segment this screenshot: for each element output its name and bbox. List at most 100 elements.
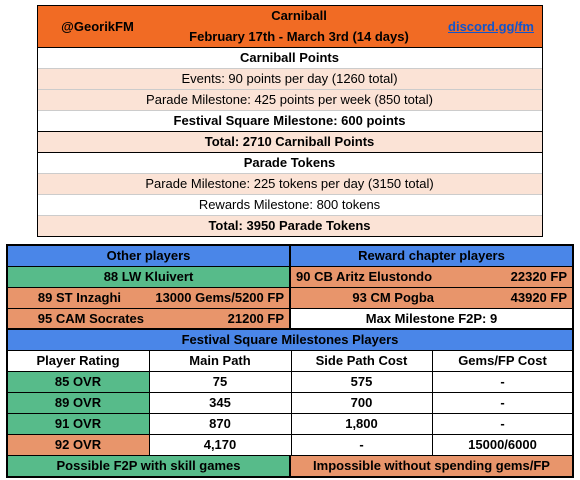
- rating-89: 89 OVR: [54, 395, 102, 410]
- tokens-header: Parade Tokens: [37, 152, 542, 173]
- event-dates-cell: February 17th - March 3rd (14 days): [158, 26, 440, 47]
- footer-f2p: Possible F2P with skill games: [7, 455, 290, 476]
- table-cell: 700: [291, 392, 432, 413]
- total-tokens-text: Total: 3950 Parade Tokens: [208, 218, 371, 233]
- border-line: [542, 5, 543, 237]
- col-header-main-path: Main Path: [149, 350, 291, 371]
- main-path-value: 345: [209, 395, 231, 410]
- border-line: [149, 350, 150, 455]
- gems-fp-value: -: [500, 395, 505, 410]
- inzaghi-name: 89 ST Inzaghi: [37, 290, 121, 305]
- border-line: [6, 328, 574, 330]
- table-row: 91 OVR: [7, 413, 149, 434]
- pogba-name-cell: 93 CM Pogba: [290, 287, 440, 308]
- rating-92: 92 OVR: [54, 437, 102, 452]
- handle-cell: @GeorikFM: [37, 5, 158, 47]
- gems-fp-value: 15000/6000: [468, 437, 537, 452]
- parade-points-text: Parade Milestone: 425 points per week (8…: [146, 92, 433, 107]
- elustondo-cost: 22320 FP: [510, 269, 567, 284]
- row-divider: [37, 215, 542, 216]
- col-header-gems-fp-text: Gems/FP Cost: [458, 353, 547, 368]
- event-title: Carniball: [271, 8, 327, 23]
- col-header-gems-fp: Gems/FP Cost: [432, 350, 573, 371]
- row-divider: [37, 89, 542, 90]
- parade-points-row: Parade Milestone: 425 points per week (8…: [37, 89, 542, 110]
- table-cell: -: [432, 392, 573, 413]
- inzaghi-name-cell: 89 ST Inzaghi: [7, 287, 127, 308]
- side-path-value: 1,800: [345, 416, 378, 431]
- border-line: [6, 244, 8, 478]
- table-cell: 15000/6000: [432, 434, 573, 455]
- other-players-header: Other players: [7, 245, 290, 266]
- rewards-tokens-row: Rewards Milestone: 800 tokens: [37, 194, 542, 215]
- max-milestone-cell: Max Milestone F2P: 9: [290, 308, 573, 329]
- border-line: [7, 434, 573, 435]
- table-row: 92 OVR: [7, 434, 149, 455]
- border-line: [432, 350, 433, 455]
- total-points-row: Total: 2710 Carniball Points: [37, 131, 542, 152]
- table-cell: 1,800: [291, 413, 432, 434]
- socrates-name-cell: 95 CAM Socrates: [7, 308, 150, 329]
- table-row: 89 OVR: [7, 392, 149, 413]
- table-cell: 575: [291, 371, 432, 392]
- table-row: 85 OVR: [7, 371, 149, 392]
- col-header-main-path-text: Main Path: [189, 353, 251, 368]
- socrates-name: 95 CAM Socrates: [37, 311, 144, 326]
- gems-fp-value: -: [500, 374, 505, 389]
- author-handle: @GeorikFM: [61, 18, 134, 34]
- border-line: [7, 413, 573, 414]
- side-path-value: -: [359, 437, 364, 452]
- main-path-value: 75: [212, 374, 228, 389]
- main-path-value: 4,170: [203, 437, 237, 452]
- elustondo-cost-cell: 22320 FP: [440, 266, 573, 287]
- table-cell: 870: [149, 413, 291, 434]
- table-cell: 4,170: [149, 434, 291, 455]
- row-divider: [37, 173, 542, 174]
- border-line: [572, 244, 574, 478]
- side-path-value: 700: [350, 395, 373, 410]
- row-divider: [37, 110, 542, 111]
- row-divider: [37, 68, 542, 69]
- events-points-text: Events: 90 points per day (1260 total): [181, 71, 398, 86]
- table-cell: -: [432, 371, 573, 392]
- rewards-tokens-text: Rewards Milestone: 800 tokens: [198, 197, 381, 212]
- festival-points-text: Festival Square Milestone: 600 points: [173, 113, 406, 128]
- border-line: [7, 371, 573, 372]
- border-line: [37, 5, 543, 6]
- discord-link[interactable]: discord.gg/fm: [448, 18, 534, 34]
- discord-cell: discord.gg/fm: [440, 5, 542, 47]
- pogba-cost-cell: 43920 FP: [440, 287, 573, 308]
- max-milestone-text: Max Milestone F2P: 9: [365, 311, 498, 326]
- row-divider: [37, 194, 542, 195]
- pogba-cost: 43920 FP: [510, 290, 567, 305]
- col-header-rating: Player Rating: [7, 350, 149, 371]
- rating-85: 85 OVR: [54, 374, 102, 389]
- side-path-value: 575: [350, 374, 373, 389]
- gems-fp-value: -: [500, 416, 505, 431]
- kluivert-row: 88 LW Kluivert: [7, 266, 290, 287]
- reward-players-header: Reward chapter players: [290, 245, 573, 266]
- border-line: [37, 47, 543, 48]
- rating-91: 91 OVR: [54, 416, 102, 431]
- table-cell: -: [432, 413, 573, 434]
- border-line: [37, 152, 543, 153]
- border-line: [37, 236, 543, 237]
- footer-paid: Impossible without spending gems/FP: [290, 455, 573, 476]
- kluivert-name: 88 LW Kluivert: [103, 269, 194, 284]
- event-title-cell: Carniball: [158, 5, 440, 26]
- reward-players-header-text: Reward chapter players: [358, 248, 505, 263]
- footer-f2p-text: Possible F2P with skill games: [56, 458, 241, 473]
- total-points-text: Total: 2710 Carniball Points: [204, 134, 375, 149]
- col-header-side-path-text: Side Path Cost: [315, 353, 408, 368]
- elustondo-name: 90 CB Aritz Elustondo: [296, 269, 433, 284]
- inzaghi-cost-cell: 13000 Gems/5200 FP: [127, 287, 290, 308]
- socrates-cost: 21200 FP: [227, 311, 284, 326]
- footer-paid-text: Impossible without spending gems/FP: [313, 458, 550, 473]
- socrates-cost-cell: 21200 FP: [150, 308, 290, 329]
- total-tokens-row: Total: 3950 Parade Tokens: [37, 215, 542, 236]
- points-header-text: Carniball Points: [240, 50, 339, 65]
- table-cell: 345: [149, 392, 291, 413]
- col-header-rating-text: Player Rating: [36, 353, 120, 368]
- table-cell: 75: [149, 371, 291, 392]
- points-header: Carniball Points: [37, 47, 542, 68]
